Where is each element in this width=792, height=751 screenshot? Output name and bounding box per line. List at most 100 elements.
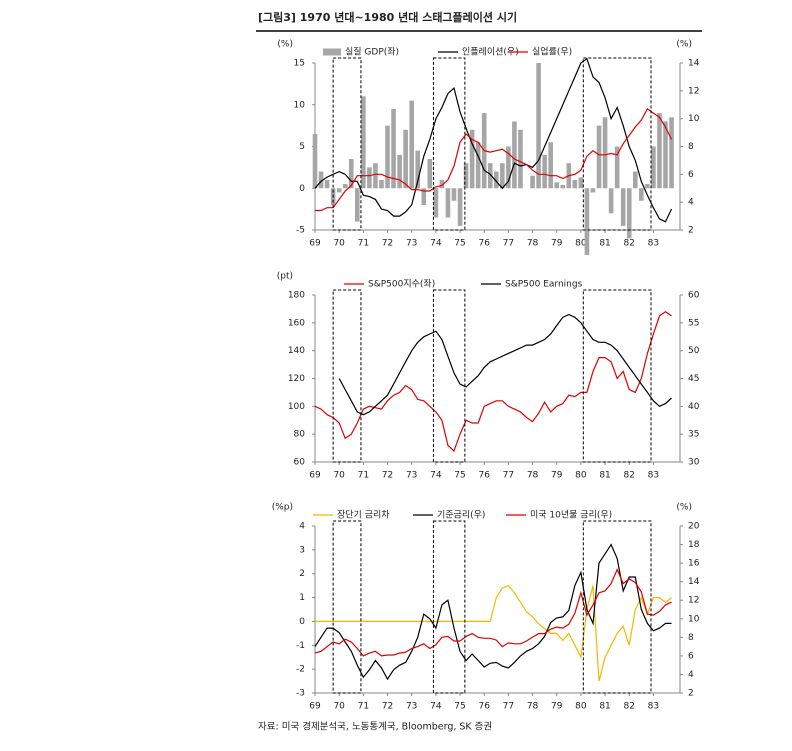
y2-tick-label: 12 [688, 596, 699, 606]
highlight-period [432, 289, 466, 463]
bar [433, 188, 439, 218]
x-tick-label: 71 [358, 471, 369, 481]
bar [632, 171, 638, 189]
bar [669, 117, 674, 189]
bar [651, 146, 656, 189]
bar [451, 188, 457, 201]
bar [560, 184, 566, 189]
bar [512, 121, 517, 189]
y2-tick-label: 4 [688, 198, 694, 208]
x-tick-label: 82 [624, 471, 635, 481]
x-tick-label: 69 [309, 239, 321, 249]
highlight-period [582, 57, 652, 231]
bar [361, 96, 366, 189]
x-tick-label: 77 [503, 702, 514, 712]
legend-swatch [323, 48, 341, 56]
y2-unit: (%) [676, 503, 692, 513]
bar [403, 129, 408, 189]
y-tick-label: 0 [299, 184, 305, 194]
x-tick-label: 72 [382, 471, 393, 481]
bar [657, 113, 662, 189]
bar [342, 184, 348, 189]
legend-label: S&P500지수(좌) [368, 279, 435, 290]
x-tick-label: 80 [575, 239, 587, 249]
bar [626, 188, 632, 239]
y2-tick-label: 2 [688, 689, 694, 699]
legend-label: 실업률(우) [532, 47, 572, 58]
x-tick-label: 79 [551, 702, 563, 712]
x-tick-label: 73 [406, 702, 417, 712]
y-unit: (%) [277, 40, 293, 50]
bar [530, 175, 535, 189]
bar [391, 108, 396, 189]
y2-tick-label: 10 [688, 114, 700, 124]
x-tick-label: 76 [478, 239, 490, 249]
bar [439, 179, 445, 189]
legend-label: 미국 10년물 금리(우) [530, 510, 612, 521]
bar [379, 179, 384, 189]
bar [469, 129, 475, 189]
bar [590, 188, 596, 193]
y-tick-label: -1 [296, 641, 305, 651]
x-tick-label: 78 [527, 239, 539, 249]
x-tick-label: 75 [454, 239, 465, 249]
bar [355, 188, 360, 222]
x-tick-label: 82 [624, 702, 635, 712]
y2-tick-label: 14 [688, 577, 700, 587]
y-tick-label: 10 [294, 100, 306, 110]
highlight-period [332, 520, 362, 694]
y-tick-label: 160 [288, 318, 305, 328]
x-tick-label: 81 [599, 471, 610, 481]
y-tick-label: -2 [296, 665, 305, 675]
x-tick-label: 70 [333, 239, 345, 249]
y2-tick-label: 16 [688, 559, 700, 569]
y-tick-label: 2 [299, 569, 305, 579]
bar [367, 167, 372, 189]
bar [645, 184, 650, 189]
bar [584, 188, 590, 256]
x-tick-label: 81 [599, 239, 610, 249]
bar [493, 171, 499, 189]
bar [373, 163, 378, 189]
bar [548, 142, 553, 189]
bar [385, 125, 390, 189]
bar [506, 146, 511, 189]
x-tick-label: 71 [358, 239, 369, 249]
bar [596, 125, 602, 189]
y2-tick-label: 20 [688, 522, 700, 532]
y2-tick-label: 8 [688, 633, 694, 643]
y-tick-label: 3 [299, 545, 305, 555]
y2-unit: (%) [676, 40, 692, 50]
bar [614, 146, 620, 189]
x-tick-label: 75 [454, 702, 465, 712]
x-tick-label: 77 [503, 239, 514, 249]
y-tick-label: -3 [296, 689, 305, 699]
x-tick-label: 76 [478, 471, 490, 481]
y2-tick-label: 6 [688, 170, 694, 180]
bar [620, 188, 626, 226]
y2-tick-label: 55 [688, 318, 699, 328]
bar [348, 159, 354, 189]
bar [639, 188, 644, 201]
y2-tick-label: 12 [688, 86, 699, 96]
x-tick-label: 79 [551, 471, 563, 481]
y2-tick-label: 10 [688, 614, 700, 624]
y-tick-label: 80 [294, 430, 306, 440]
y2-tick-label: 50 [688, 346, 700, 356]
y-tick-label: 60 [294, 458, 306, 468]
y-tick-label: 15 [294, 59, 305, 69]
y-unit: (pt) [277, 272, 293, 282]
y-tick-label: 4 [299, 522, 305, 532]
x-tick-label: 72 [382, 239, 393, 249]
bar [572, 179, 578, 189]
highlight-period [332, 289, 362, 463]
series-line [315, 584, 672, 682]
bar [445, 188, 451, 218]
bar [312, 133, 318, 189]
bar [457, 188, 463, 226]
legend-label: 실질 GDP(좌) [345, 46, 399, 58]
series-line [315, 108, 673, 212]
x-tick-label: 83 [648, 702, 659, 712]
y2-tick-label: 60 [688, 291, 700, 301]
